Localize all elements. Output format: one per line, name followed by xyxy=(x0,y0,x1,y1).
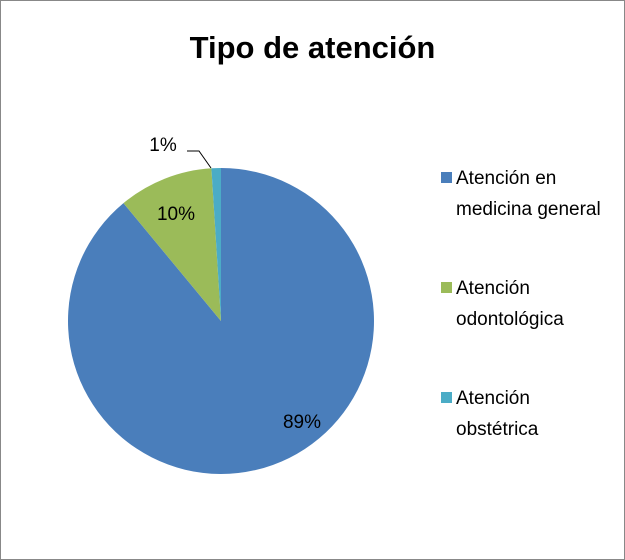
data-label: 10% xyxy=(157,204,195,225)
legend-swatch xyxy=(441,172,452,183)
data-label: 1% xyxy=(149,135,177,156)
leader-line xyxy=(187,150,212,169)
legend-swatch xyxy=(441,282,452,293)
legend-item: Atención obstétrica xyxy=(441,383,606,445)
chart-title: Tipo de atención xyxy=(189,30,436,65)
pie-slice xyxy=(123,168,221,321)
legend-item: Atención en medicina general xyxy=(441,163,606,225)
legend-label: Atención en medicina general xyxy=(456,168,601,220)
legend-swatch xyxy=(441,392,452,403)
legend-label: Atención obstétrica xyxy=(456,388,539,440)
pie-slice xyxy=(211,168,221,321)
data-label: 89% xyxy=(283,412,321,433)
legend-item: Atención odontológica xyxy=(441,273,606,335)
legend-label: Atención odontológica xyxy=(456,278,564,330)
